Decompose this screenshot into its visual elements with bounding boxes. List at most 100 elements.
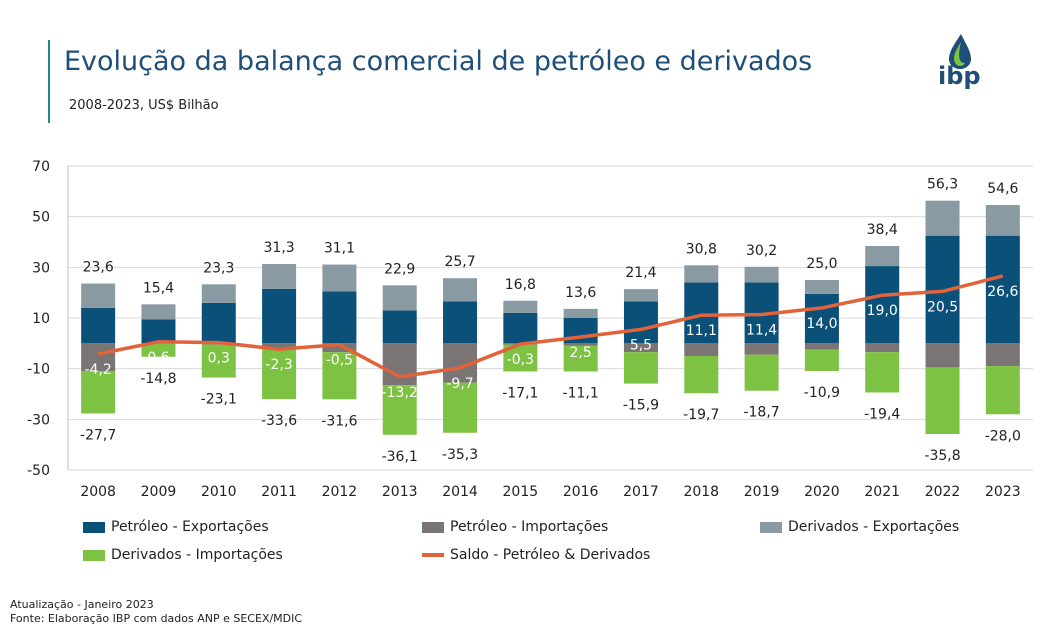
bar-derivados-exportacoes bbox=[322, 264, 357, 292]
data-label-imports-total: -35,8 bbox=[924, 448, 960, 464]
y-tick-label: -10 bbox=[27, 362, 50, 378]
bar-petroleo-exportacoes bbox=[201, 302, 236, 344]
legend-petroleo-exportacoes: Petróleo - Exportações bbox=[83, 519, 269, 535]
legend-label: Saldo - Petróleo & Derivados bbox=[450, 547, 651, 563]
page-subtitle: 2008-2023, US$ Bilhão bbox=[69, 98, 219, 113]
data-label-exports-total: 56,3 bbox=[927, 177, 958, 193]
bar-petroleo-exportacoes bbox=[443, 301, 478, 344]
x-tick-label: 2017 bbox=[623, 484, 659, 500]
bar-petroleo-exportacoes bbox=[382, 310, 417, 344]
bar-derivados-exportacoes bbox=[865, 246, 900, 267]
data-label-imports-total: -19,7 bbox=[683, 407, 719, 423]
bar-petroleo-importacoes bbox=[684, 343, 719, 356]
legend-derivados-importacoes: Derivados - Importações bbox=[83, 547, 283, 563]
bar-derivados-exportacoes bbox=[623, 289, 658, 302]
bar-petroleo-importacoes bbox=[382, 343, 417, 386]
legend-label: Derivados - Importações bbox=[111, 547, 283, 563]
data-label-imports-total: -18,7 bbox=[743, 405, 779, 421]
data-label-saldo: 19,0 bbox=[867, 303, 898, 319]
bar-derivados-importacoes bbox=[684, 356, 719, 394]
bar-petroleo-importacoes bbox=[925, 343, 960, 368]
bar-derivados-exportacoes bbox=[262, 264, 297, 289]
bar-derivados-exportacoes bbox=[201, 284, 236, 303]
x-tick-label: 2014 bbox=[442, 484, 478, 500]
data-label-saldo: 20,5 bbox=[927, 299, 958, 315]
data-label-exports-total: 15,4 bbox=[143, 280, 174, 296]
legend-saldo: Saldo - Petróleo & Derivados bbox=[422, 547, 650, 563]
bar-petroleo-importacoes bbox=[563, 343, 598, 346]
bar-derivados-importacoes bbox=[262, 349, 297, 400]
bar-derivados-exportacoes bbox=[684, 265, 719, 283]
bar-petroleo-exportacoes bbox=[262, 288, 297, 344]
update-note: Atualização - Janeiro 2023 bbox=[10, 598, 154, 611]
ibp-logo-text: ibp bbox=[938, 62, 981, 90]
bar-derivados-importacoes bbox=[985, 366, 1020, 415]
data-label-imports-total: -36,1 bbox=[382, 449, 418, 465]
data-label-saldo: 14,0 bbox=[806, 316, 837, 332]
data-label-exports-total: 30,8 bbox=[686, 241, 717, 257]
bar-petroleo-importacoes bbox=[985, 343, 1020, 367]
data-label-imports-total: -14,8 bbox=[140, 371, 176, 387]
data-label-exports-total: 25,7 bbox=[444, 254, 475, 270]
bar-petroleo-importacoes bbox=[623, 343, 658, 353]
data-label-exports-total: 31,3 bbox=[264, 240, 295, 256]
data-label-exports-total: 16,8 bbox=[505, 277, 536, 293]
data-label-imports-total: -31,6 bbox=[321, 413, 357, 429]
legend-swatch-petroleo-exportacoes bbox=[83, 521, 105, 533]
bar-derivados-exportacoes bbox=[141, 304, 176, 320]
legend-label: Petróleo - Importações bbox=[450, 519, 609, 535]
bar-derivados-exportacoes bbox=[985, 205, 1020, 236]
data-label-exports-total: 23,6 bbox=[83, 260, 114, 276]
x-tick-label: 2010 bbox=[201, 484, 237, 500]
data-label-exports-total: 22,9 bbox=[384, 261, 415, 277]
bar-derivados-importacoes bbox=[865, 352, 900, 393]
bar-derivados-importacoes bbox=[81, 371, 116, 414]
data-label-saldo: 2,5 bbox=[570, 345, 592, 361]
legend-swatch-derivados-importacoes bbox=[83, 549, 105, 561]
data-label-exports-total: 54,6 bbox=[987, 181, 1018, 197]
data-label-imports-total: -11,1 bbox=[563, 385, 599, 401]
data-label-imports-total: -27,7 bbox=[80, 428, 116, 444]
data-label-imports-total: -35,3 bbox=[442, 447, 478, 463]
bar-petroleo-exportacoes bbox=[804, 293, 839, 344]
legend-label: Derivados - Exportações bbox=[788, 519, 960, 535]
bar-petroleo-exportacoes bbox=[503, 312, 538, 344]
data-label-imports-total: -23,1 bbox=[201, 392, 237, 408]
data-label-saldo: 0,6 bbox=[147, 350, 169, 366]
bar-derivados-exportacoes bbox=[804, 280, 839, 294]
bar-derivados-importacoes bbox=[382, 385, 417, 435]
bar-petroleo-exportacoes bbox=[865, 266, 900, 344]
data-label-saldo: 11,4 bbox=[746, 322, 777, 338]
y-tick-label: 70 bbox=[32, 159, 50, 175]
bar-petroleo-exportacoes bbox=[141, 319, 176, 344]
bar-derivados-importacoes bbox=[744, 354, 779, 391]
data-label-exports-total: 21,4 bbox=[625, 265, 656, 281]
data-label-saldo: -4,2 bbox=[84, 362, 111, 378]
data-label-saldo: -2,3 bbox=[265, 357, 292, 373]
legend-derivados-exportacoes: Derivados - Exportações bbox=[760, 519, 959, 535]
legend-label: Petróleo - Exportações bbox=[111, 519, 269, 535]
bar-derivados-exportacoes bbox=[925, 200, 960, 236]
x-tick-label: 2008 bbox=[80, 484, 116, 500]
y-tick-label: 30 bbox=[32, 260, 50, 276]
ibp-drop-icon bbox=[949, 34, 971, 69]
data-label-exports-total: 31,1 bbox=[324, 241, 355, 257]
data-label-exports-total: 23,3 bbox=[203, 260, 234, 276]
bar-petroleo-exportacoes bbox=[81, 307, 116, 344]
data-label-saldo: -0,5 bbox=[326, 353, 353, 369]
y-tick-label: 50 bbox=[32, 210, 50, 226]
data-label-imports-total: -15,9 bbox=[623, 398, 659, 414]
data-label-imports-total: -28,0 bbox=[985, 428, 1021, 444]
y-tick-label: 10 bbox=[32, 311, 50, 327]
bar-petroleo-importacoes bbox=[262, 343, 297, 350]
data-label-imports-total: -19,4 bbox=[864, 406, 900, 422]
saldo-line bbox=[97, 274, 1004, 379]
bar-derivados-exportacoes bbox=[744, 266, 779, 283]
bar-derivados-importacoes bbox=[443, 382, 478, 433]
legend-petroleo-importacoes: Petróleo - Importações bbox=[422, 519, 608, 535]
data-label-saldo: -9,7 bbox=[446, 376, 473, 392]
bar-petroleo-importacoes bbox=[804, 343, 839, 350]
bar-petroleo-importacoes bbox=[81, 343, 116, 372]
x-tick-label: 2016 bbox=[563, 484, 599, 500]
